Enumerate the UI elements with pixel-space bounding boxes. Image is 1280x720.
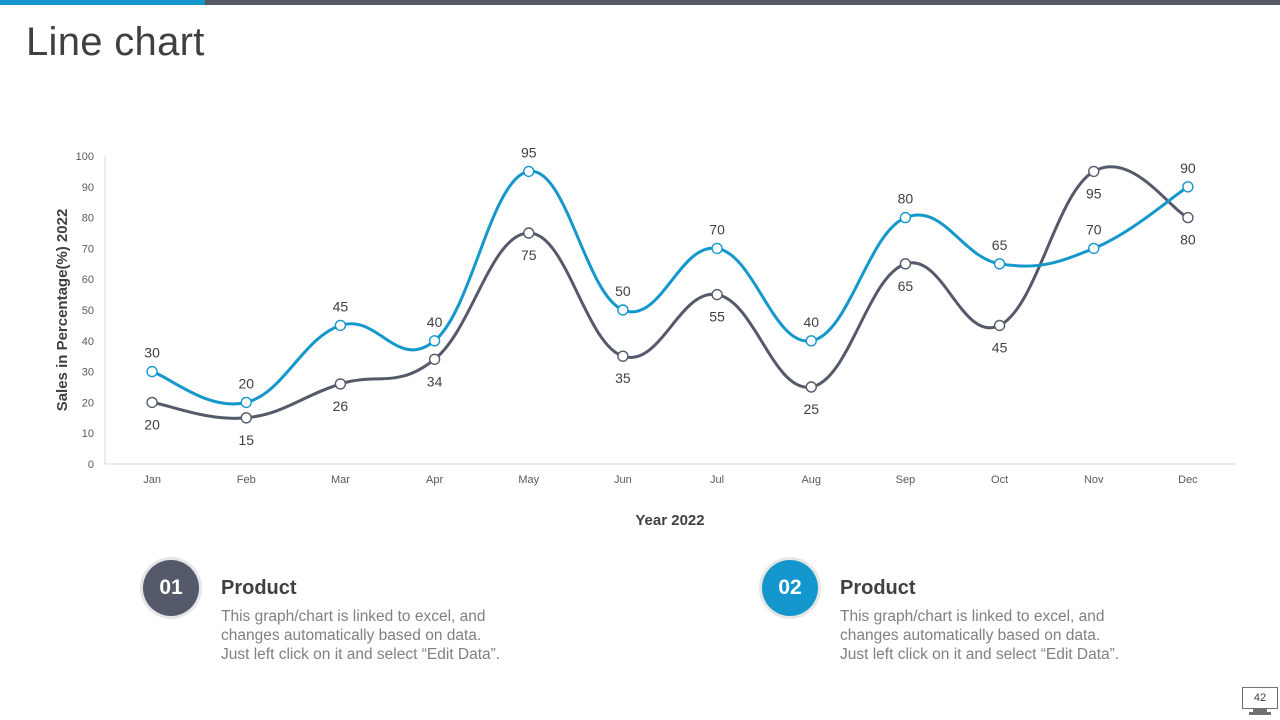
data-label-product-01: 65 bbox=[898, 278, 914, 294]
data-label-product-01: 25 bbox=[803, 401, 819, 417]
data-point-product-02 bbox=[805, 335, 817, 347]
data-point-product-01 bbox=[993, 319, 1006, 332]
data-label-product-01: 34 bbox=[427, 373, 443, 389]
data-point-product-01 bbox=[523, 227, 535, 239]
data-point-product-02 bbox=[1088, 242, 1100, 255]
data-point-product-01 bbox=[1088, 165, 1100, 178]
data-label-product-02: 90 bbox=[1180, 160, 1196, 176]
y-tick-label: 0 bbox=[88, 459, 94, 471]
product-01-badge: 01 bbox=[143, 560, 199, 616]
data-label-product-02: 20 bbox=[238, 375, 254, 391]
data-point-product-02 bbox=[1182, 181, 1194, 193]
data-point-product-01 bbox=[1182, 211, 1194, 224]
x-tick-label: Jan bbox=[143, 474, 161, 486]
data-point-product-01 bbox=[899, 258, 912, 270]
data-point-product-02 bbox=[899, 211, 912, 224]
product-01-description: This graph/chart is linked to excel, and… bbox=[221, 607, 561, 664]
line-chart[interactable]: 0 10 20 30 40 50 60 70 80 90 100 Jan Feb Mar Apr May Jun… bbox=[0, 0, 1280, 560]
description-line: Just left click on it and select “Edit D… bbox=[221, 646, 501, 663]
x-tick-label: Oct bbox=[991, 474, 1008, 486]
description-line: changes automatically based on data. bbox=[840, 627, 1101, 644]
x-tick-label: May bbox=[518, 474, 539, 486]
x-axis-title: Year 2022 bbox=[635, 512, 704, 529]
data-point-product-02 bbox=[334, 319, 347, 332]
description-line: changes automatically based on data. bbox=[221, 627, 482, 644]
data-point-product-02 bbox=[993, 258, 1006, 270]
series-line-product-01 bbox=[150, 165, 1190, 420]
data-label-product-02: 95 bbox=[521, 144, 537, 160]
y-tick-label: 90 bbox=[82, 182, 94, 194]
data-point-product-02 bbox=[523, 165, 535, 178]
data-label-product-02: 45 bbox=[333, 298, 349, 314]
data-label-product-01: 55 bbox=[709, 309, 725, 325]
data-label-product-02: 40 bbox=[803, 314, 819, 330]
data-label-product-01: 20 bbox=[144, 416, 160, 432]
data-label-product-01: 75 bbox=[521, 247, 537, 263]
y-axis-title: Sales in Percentage(%) 2022 bbox=[54, 209, 71, 412]
x-tick-label: Mar bbox=[331, 474, 350, 486]
data-point-product-02 bbox=[240, 396, 252, 409]
data-label-product-02: 40 bbox=[427, 314, 443, 330]
data-label-product-01: 80 bbox=[1180, 232, 1196, 248]
x-tick-label: Nov bbox=[1084, 474, 1104, 486]
y-tick-label: 60 bbox=[82, 274, 94, 286]
data-label-product-01: 45 bbox=[992, 339, 1008, 355]
page-number-base bbox=[1249, 712, 1271, 715]
data-label-product-01: 15 bbox=[238, 432, 254, 448]
y-tick-label: 100 bbox=[76, 151, 94, 163]
y-tick-label: 30 bbox=[82, 367, 94, 379]
data-point-product-01 bbox=[334, 378, 347, 390]
y-tick-label: 70 bbox=[82, 243, 94, 255]
data-label-product-02: 50 bbox=[615, 283, 631, 299]
data-point-product-01 bbox=[805, 381, 817, 393]
data-point-product-02 bbox=[428, 335, 441, 347]
x-tick-label: Jul bbox=[710, 474, 724, 486]
y-tick-label: 20 bbox=[82, 397, 94, 409]
data-point-product-01 bbox=[617, 350, 629, 362]
x-tick-label: Apr bbox=[426, 474, 443, 486]
product-01-title: Product bbox=[221, 577, 297, 599]
page-number: 42 bbox=[1242, 687, 1278, 709]
page-number-stand bbox=[1253, 709, 1267, 712]
data-label-product-02: 80 bbox=[898, 191, 914, 207]
product-02-title: Product bbox=[840, 577, 916, 599]
data-label-product-01: 35 bbox=[615, 370, 631, 386]
data-point-product-02 bbox=[711, 242, 723, 255]
description-line: Just left click on it and select “Edit D… bbox=[840, 646, 1120, 663]
data-label-product-02: 70 bbox=[709, 221, 725, 237]
data-point-product-02 bbox=[146, 365, 158, 378]
data-point-product-01 bbox=[711, 288, 723, 301]
series-line-product-02 bbox=[150, 169, 1190, 406]
x-tick-label: Aug bbox=[801, 474, 821, 486]
x-tick-label: Dec bbox=[1178, 474, 1198, 486]
page-title: Line chart bbox=[26, 20, 205, 64]
description-line: This graph/chart is linked to excel, and bbox=[221, 608, 486, 625]
data-point-product-01 bbox=[240, 412, 252, 424]
data-point-product-02 bbox=[617, 304, 629, 316]
y-tick-label: 50 bbox=[82, 305, 94, 317]
product-02-badge: 02 bbox=[762, 560, 818, 616]
product-02-description: This graph/chart is linked to excel, and… bbox=[840, 607, 1180, 664]
data-label-product-02: 70 bbox=[1086, 221, 1102, 237]
data-label-product-01: 26 bbox=[333, 398, 349, 414]
data-point-product-01 bbox=[146, 396, 158, 409]
y-tick-label: 10 bbox=[82, 428, 94, 440]
legend-card-product-02: 02 Product This graph/chart is linked to… bbox=[762, 560, 1182, 670]
x-tick-label: Feb bbox=[237, 474, 256, 486]
description-line: This graph/chart is linked to excel, and bbox=[840, 608, 1105, 625]
top-accent-bar bbox=[0, 0, 1280, 5]
data-label-product-01: 95 bbox=[1086, 185, 1102, 201]
data-label-product-02: 30 bbox=[144, 345, 160, 361]
top-accent-highlight bbox=[0, 0, 205, 5]
y-tick-label: 40 bbox=[82, 336, 94, 348]
data-label-product-02: 65 bbox=[992, 237, 1008, 253]
legend-card-product-01: 01 Product This graph/chart is linked to… bbox=[143, 560, 563, 670]
y-tick-label: 80 bbox=[82, 213, 94, 225]
data-point-product-01 bbox=[428, 353, 441, 365]
x-tick-label: Jun bbox=[614, 474, 632, 486]
x-tick-label: Sep bbox=[896, 474, 916, 486]
